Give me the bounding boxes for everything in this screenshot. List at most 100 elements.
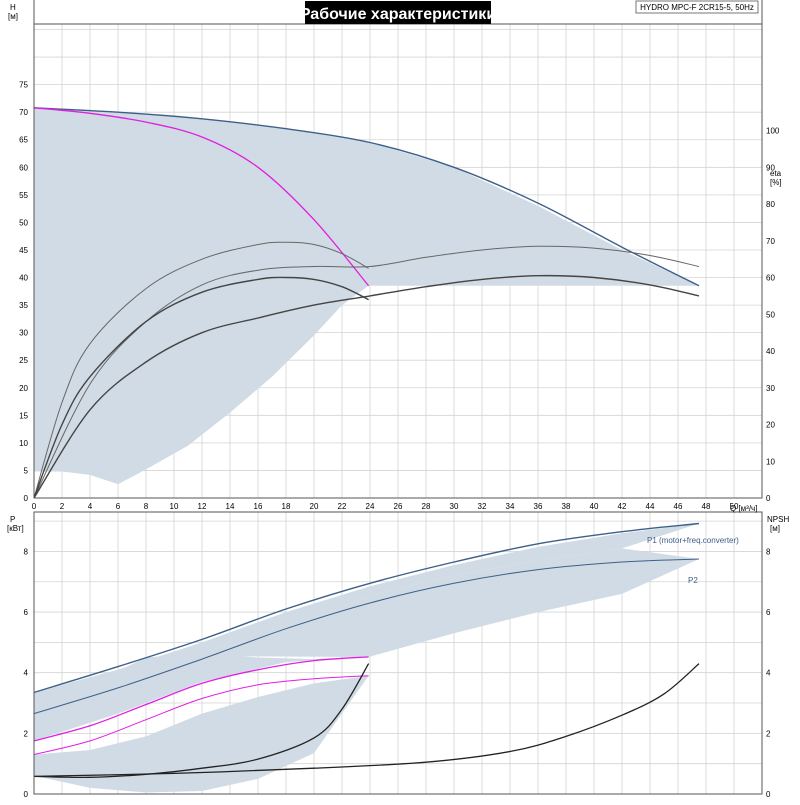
curve-p2_single (33, 675, 369, 756)
operating-envelope-bottom (34, 653, 369, 741)
operating-envelope-bottom (34, 523, 699, 714)
curve-npsh_single (33, 663, 370, 779)
y-tick-label-right-bottom: 8 (766, 547, 771, 556)
title-background (305, 1, 491, 24)
x-tick-label: 38 (562, 502, 571, 511)
x-tick-label: 16 (254, 502, 263, 511)
x-tick-label: 50 (730, 502, 739, 511)
y-tick-label-right-bottom: 2 (766, 729, 771, 738)
y-tick-label-left: 0 (24, 494, 29, 503)
y-tick-label-right-bottom: 0 (766, 790, 771, 799)
model-label-box (635, 0, 759, 14)
y-tick-label-left: 70 (19, 108, 28, 117)
x-tick-label: 46 (674, 502, 683, 511)
y-tick-label-left: 75 (19, 81, 28, 90)
y-tick-label-right: 10 (766, 457, 775, 466)
ylabel-right-top-unit: [%] (770, 178, 782, 187)
x-tick-label: 48 (702, 502, 711, 511)
y-tick-label-right: 100 (766, 127, 780, 136)
curve-p2_max (33, 558, 700, 715)
curves (33, 107, 700, 779)
p2-series-label: P2 (688, 576, 698, 585)
x-tick-label: 34 (506, 502, 515, 511)
x-tick-label: 0 (32, 502, 37, 511)
y-tick-label-right: 30 (766, 384, 775, 393)
y-tick-label-right: 80 (766, 200, 775, 209)
y-tick-label-left-bottom: 4 (24, 669, 29, 678)
y-tick-label-left: 25 (19, 356, 28, 365)
x-tick-label: 14 (226, 502, 235, 511)
x-tick-label: 44 (646, 502, 655, 511)
curve-npsh_max (33, 663, 700, 778)
x-tick-label: 26 (394, 502, 403, 511)
y-tick-label-left: 40 (19, 274, 28, 283)
x-tick-label: 12 (198, 502, 207, 511)
y-tick-label-left: 45 (19, 246, 28, 255)
curve-qh_single (33, 107, 370, 287)
y-tick-label-left: 5 (24, 466, 29, 475)
x-tick-label: 28 (422, 502, 431, 511)
ylabel-left-bottom-unit: [кВт] (7, 524, 24, 533)
ylabel-right-bottom-name: NPSH (767, 515, 789, 524)
x-tick-label: 32 (478, 502, 487, 511)
tick-labels: 0 2 4 6 8 10 12 14 16 18 20 22 24 26 28 30 32 34 36 38 40 42 4… (19, 81, 780, 799)
p1-series-label: P1 (motor+freq.converter) (647, 536, 739, 545)
y-tick-label-left: 10 (19, 439, 28, 448)
curve-eta_lower_single (33, 276, 369, 499)
ylabel-right-top-name: eta (770, 169, 782, 178)
y-tick-label-right: 0 (766, 494, 771, 503)
y-tick-label-right: 50 (766, 310, 775, 319)
y-tick-label-right: 40 (766, 347, 775, 356)
y-tick-label-left: 35 (19, 301, 28, 310)
y-tick-label-left: 15 (19, 411, 28, 420)
x-tick-label: 42 (618, 502, 627, 511)
plot-frame-bottom (33, 511, 763, 795)
y-tick-label-left: 60 (19, 163, 28, 172)
operating-envelope-top (34, 107, 699, 485)
y-tick-label-left: 30 (19, 329, 28, 338)
y-tick-label-right-bottom: 6 (766, 608, 771, 617)
y-tick-label-right-bottom: 4 (766, 669, 771, 678)
y-tick-label-left-bottom: 2 (24, 729, 29, 738)
x-tick-label: 18 (282, 502, 291, 511)
x-tick-label: 36 (534, 502, 543, 511)
curve-eta_upper_single (33, 241, 369, 499)
y-tick-label-right: 70 (766, 237, 775, 246)
y-tick-label-right: 60 (766, 274, 775, 283)
ylabel-right-bottom-unit: [м] (770, 524, 780, 533)
ylabel-left-top-name: H (10, 3, 16, 12)
operating-envelope-bottom (174, 548, 699, 657)
x-tick-label: 6 (116, 502, 121, 511)
x-tick-label: 22 (338, 502, 347, 511)
chart-title: Рабочие характеристики (300, 6, 496, 23)
x-tick-label: 30 (450, 502, 459, 511)
curve-p1_max (33, 522, 700, 694)
x-tick-label: 4 (88, 502, 93, 511)
y-tick-label-left: 50 (19, 218, 28, 227)
ylabel-left-bottom-name: P (10, 515, 15, 524)
curve-p1_single (33, 656, 369, 742)
curve-qh_max (33, 107, 700, 287)
ylabel-left-top-unit: [м] (8, 12, 18, 21)
x-tick-label: 40 (590, 502, 599, 511)
curve-eta_upper_max (33, 245, 700, 499)
y-tick-label-left-bottom: 6 (24, 608, 29, 617)
x-tick-label: 20 (310, 502, 319, 511)
x-tick-label: 2 (60, 502, 65, 511)
envelopes (34, 107, 699, 793)
model-label: HYDRO MPC-F 2CR15-5, 50Hz (640, 3, 754, 12)
y-tick-label-left: 55 (19, 191, 28, 200)
x-tick-label: 24 (366, 502, 375, 511)
x-tick-label: 10 (170, 502, 179, 511)
y-tick-label-left: 20 (19, 384, 28, 393)
x-tick-label: 8 (144, 502, 149, 511)
y-tick-label-right: 20 (766, 421, 775, 430)
y-tick-label-left: 65 (19, 136, 28, 145)
xlabel-top: Q [м³/ч] (730, 504, 757, 513)
operating-envelope-bottom (34, 675, 369, 793)
y-tick-label-left-bottom: 0 (24, 790, 29, 799)
y-tick-label-left-bottom: 8 (24, 547, 29, 556)
y-tick-label-right: 90 (766, 163, 775, 172)
